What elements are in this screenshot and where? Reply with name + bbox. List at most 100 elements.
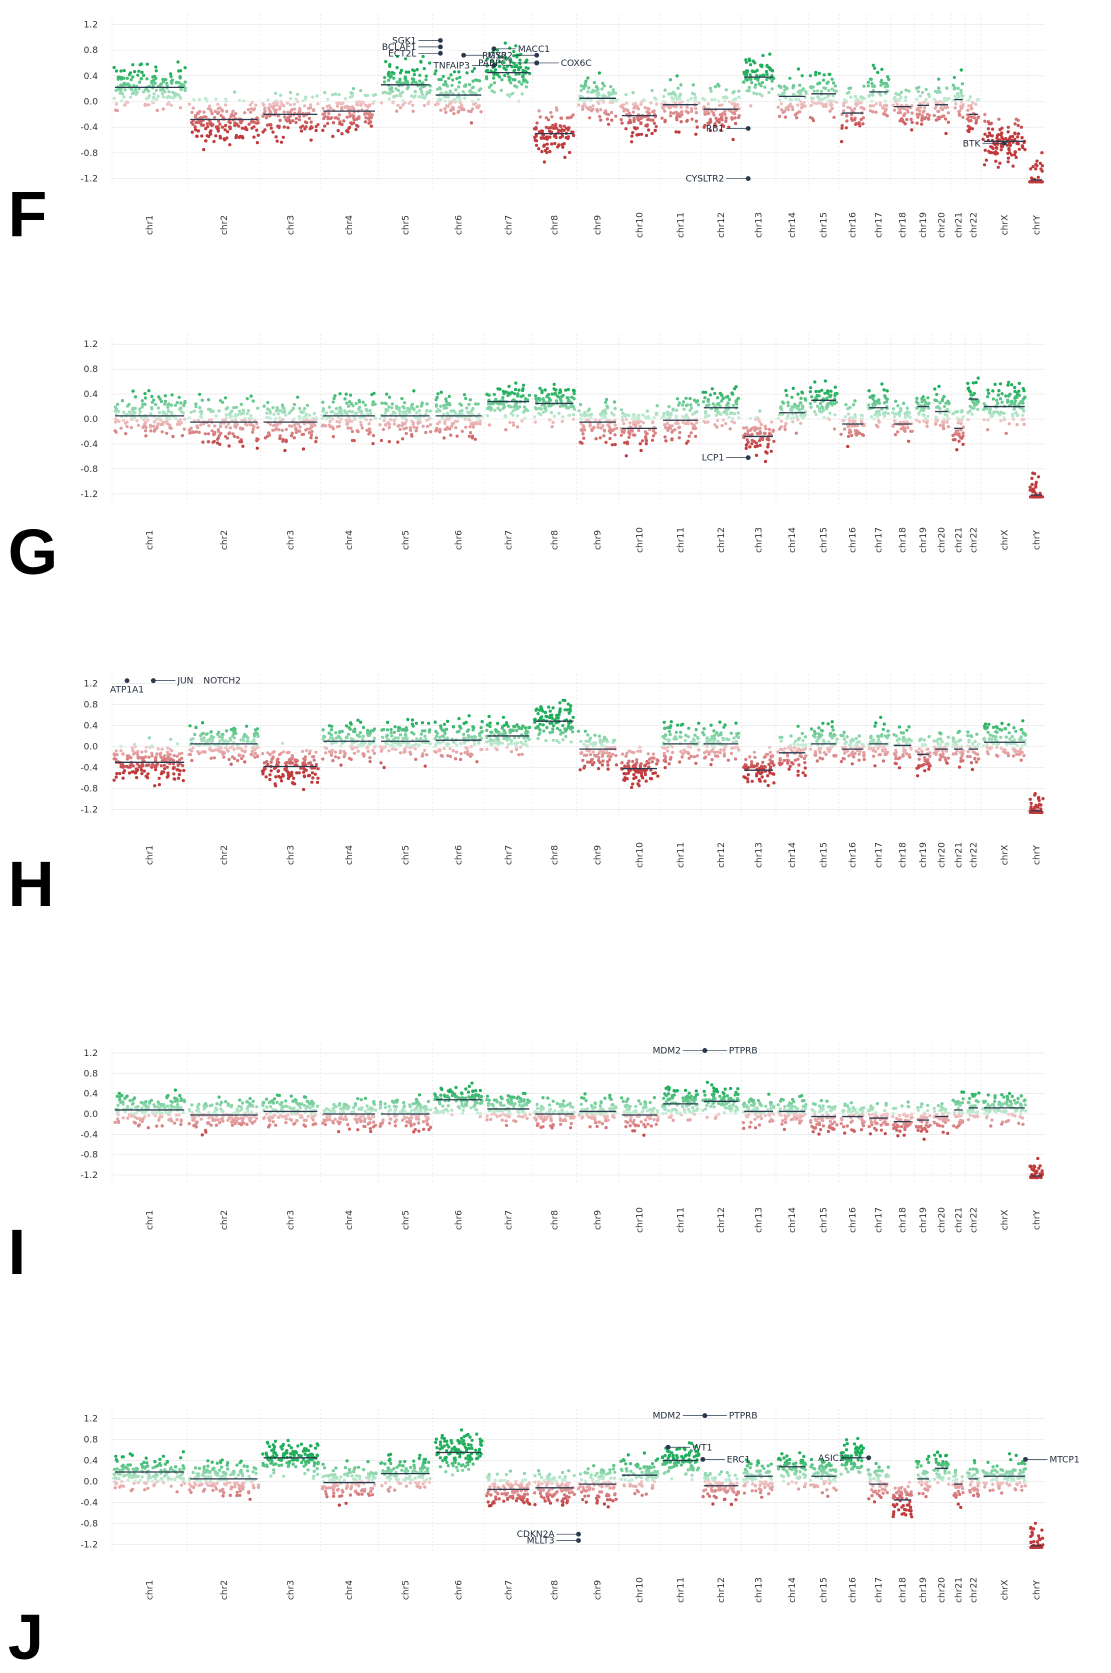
- data-point: [522, 77, 525, 80]
- data-point: [358, 399, 361, 402]
- data-point: [918, 411, 921, 414]
- data-point: [252, 425, 255, 428]
- data-point: [1004, 394, 1007, 397]
- data-point: [845, 126, 848, 129]
- data-point: [401, 103, 404, 106]
- data-point: [478, 79, 481, 82]
- data-point: [452, 108, 455, 111]
- data-point: [682, 400, 685, 403]
- data-point: [809, 104, 812, 107]
- data-point: [1022, 418, 1025, 421]
- data-point: [437, 408, 440, 411]
- data-point: [351, 747, 354, 750]
- data-point: [944, 132, 947, 135]
- data-point: [229, 126, 232, 129]
- data-point: [412, 426, 415, 429]
- chromosome-label: chr13: [755, 527, 765, 553]
- data-point: [388, 396, 391, 399]
- data-point: [801, 74, 804, 77]
- data-point: [144, 434, 147, 437]
- data-point: [390, 86, 393, 89]
- data-point: [870, 82, 873, 85]
- data-point: [994, 152, 997, 155]
- data-point: [969, 95, 972, 98]
- data-point: [562, 404, 565, 407]
- data-point: [298, 407, 301, 410]
- data-point: [141, 426, 144, 429]
- data-point: [182, 769, 185, 772]
- data-point: [630, 140, 633, 143]
- data-point: [497, 407, 500, 410]
- data-point: [661, 106, 664, 109]
- data-point: [947, 425, 950, 428]
- data-point: [634, 421, 637, 424]
- data-point: [637, 416, 640, 419]
- data-point: [987, 127, 990, 130]
- data-point: [920, 400, 923, 403]
- data-point: [777, 106, 780, 109]
- data-point: [341, 102, 344, 105]
- data-point: [225, 413, 228, 416]
- data-point: [771, 87, 774, 90]
- data-point: [632, 91, 635, 94]
- data-point: [693, 411, 696, 414]
- data-point: [780, 108, 783, 111]
- data-point: [983, 120, 986, 123]
- data-point: [845, 119, 848, 122]
- data-point: [224, 435, 227, 438]
- data-point: [815, 102, 818, 105]
- data-point: [727, 416, 730, 419]
- data-point: [144, 416, 147, 419]
- data-point: [975, 381, 978, 384]
- data-point: [625, 454, 628, 457]
- data-point: [220, 114, 223, 117]
- data-point: [952, 412, 955, 415]
- data-point: [987, 392, 990, 395]
- data-point: [975, 403, 978, 406]
- data-point: [933, 98, 936, 101]
- data-point: [970, 107, 973, 110]
- data-point: [274, 92, 277, 95]
- data-point: [941, 398, 944, 401]
- data-point: [252, 399, 255, 402]
- data-point: [382, 428, 385, 431]
- data-point: [398, 410, 401, 413]
- data-point: [802, 101, 805, 104]
- data-point: [418, 80, 421, 83]
- data-point: [338, 392, 341, 395]
- data-point: [229, 115, 232, 118]
- data-point: [724, 422, 727, 425]
- data-point: [922, 413, 925, 416]
- data-point: [361, 738, 364, 741]
- data-point: [788, 77, 791, 80]
- data-point: [190, 111, 193, 114]
- data-point: [646, 118, 649, 121]
- data-point: [958, 95, 961, 98]
- data-point: [396, 66, 399, 69]
- data-point: [1010, 383, 1013, 386]
- data-point: [398, 424, 401, 427]
- data-point: [777, 417, 780, 420]
- chromosome-label: chr1: [146, 215, 156, 235]
- data-point: [906, 110, 909, 113]
- data-point: [155, 98, 158, 101]
- data-point: [140, 750, 143, 753]
- data-point: [862, 85, 865, 88]
- data-point: [799, 422, 802, 425]
- data-point: [269, 123, 272, 126]
- data-point: [959, 436, 962, 439]
- data-point: [130, 426, 133, 429]
- data-point: [215, 414, 218, 417]
- data-point: [359, 89, 362, 92]
- data-point: [1040, 151, 1043, 154]
- data-point: [209, 131, 212, 134]
- data-point: [337, 117, 340, 120]
- data-point: [204, 751, 207, 754]
- data-point: [683, 408, 686, 411]
- data-point: [341, 730, 344, 733]
- data-point: [345, 724, 348, 727]
- data-point: [461, 409, 464, 412]
- data-point: [811, 117, 814, 120]
- data-point: [370, 124, 373, 127]
- segments: [115, 399, 1042, 495]
